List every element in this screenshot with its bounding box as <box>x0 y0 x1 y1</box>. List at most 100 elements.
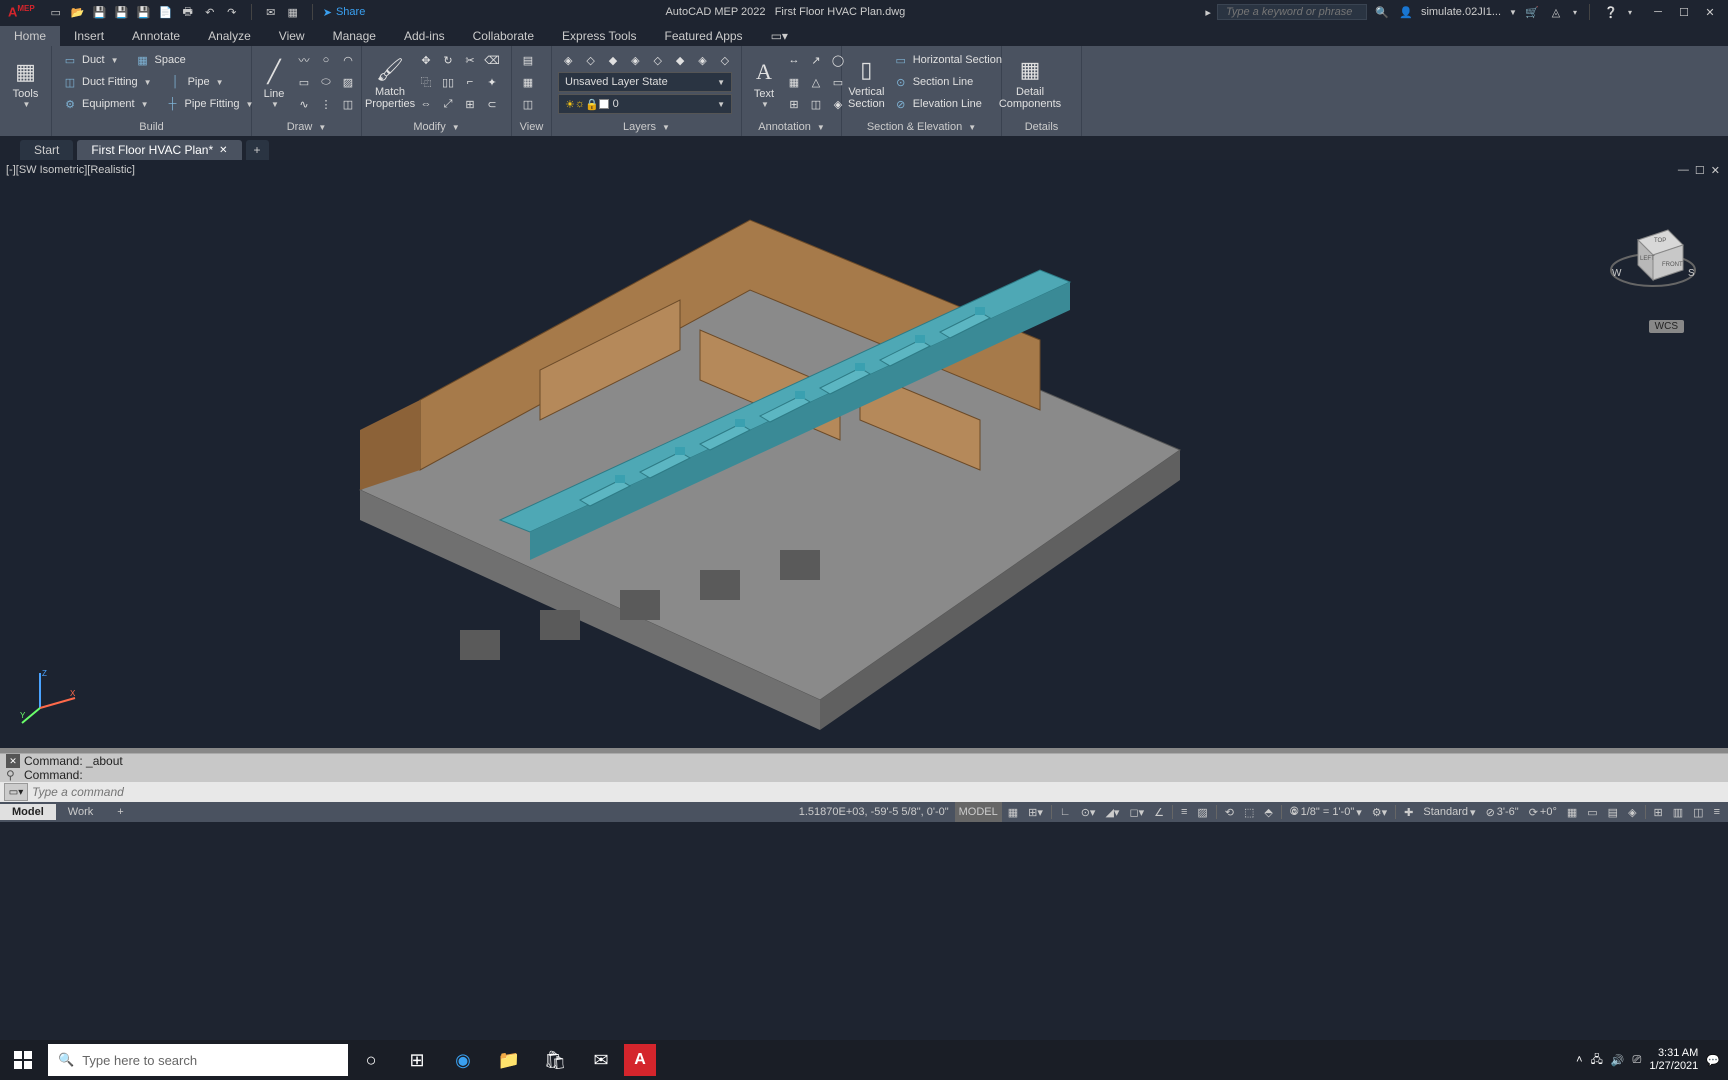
hatch-icon[interactable]: ▨ <box>338 72 358 92</box>
doctab-start[interactable]: Start <box>20 140 73 160</box>
mirror-icon[interactable]: ▯▯ <box>438 72 458 92</box>
tab-extra-icon[interactable]: ▭▾ <box>757 26 802 46</box>
layer-dropdown[interactable]: ☀☼🔒0▼ <box>558 94 732 114</box>
volume-icon[interactable]: 🔊 <box>1611 1054 1625 1067</box>
tray-misc-icon[interactable]: ⎚ <box>1633 1054 1642 1067</box>
app-menu-icon[interactable]: ◬ <box>1547 3 1565 21</box>
tab-annotate[interactable]: Annotate <box>118 26 194 46</box>
redo-icon[interactable]: ↷ <box>223 3 241 21</box>
3dosnap-icon[interactable]: ⬚ <box>1240 802 1258 822</box>
elevation-line-button[interactable]: ⊘Elevation Line <box>889 94 1006 114</box>
layout-tab-work[interactable]: Work <box>56 804 105 820</box>
command-input[interactable] <box>32 785 1724 799</box>
trans-icon[interactable]: ▨ <box>1193 802 1211 822</box>
doctab-new[interactable]: + <box>246 140 269 160</box>
tab-addins[interactable]: Add-ins <box>390 26 459 46</box>
plus-icon[interactable]: ✚ <box>1400 802 1417 822</box>
detail-components-button[interactable]: ▦DetailComponents <box>1008 50 1052 114</box>
open-icon[interactable]: 📂 <box>69 3 87 21</box>
duct-fitting-button[interactable]: ◫Duct Fitting▼ <box>58 72 156 92</box>
osnap-icon[interactable]: ◻▾ <box>1125 802 1148 822</box>
cmd-prompt-icon[interactable]: ▭▾ <box>4 783 28 801</box>
vp-min-icon[interactable]: — <box>1676 164 1691 177</box>
cmd-pin-icon[interactable]: ⚲ <box>6 768 20 782</box>
circle-icon[interactable]: ○ <box>316 50 336 70</box>
layer-ic2[interactable]: ◇ <box>581 50 601 70</box>
pipe-fitting-button[interactable]: ┼Pipe Fitting▼ <box>161 94 258 114</box>
match-properties-button[interactable]: 🖌MatchProperties <box>368 50 412 114</box>
store-icon[interactable]: 🛍 <box>532 1040 578 1080</box>
tools-button[interactable]: ▦Tools▼ <box>6 50 45 114</box>
taskbar-clock[interactable]: 3:31 AM 1/27/2021 <box>1649 1047 1698 1073</box>
vertical-section-button[interactable]: ▯VerticalSection <box>848 50 885 114</box>
cortana-icon[interactable]: ○ <box>348 1040 394 1080</box>
table-icon[interactable]: ▦ <box>784 72 804 92</box>
tray-up-icon[interactable]: ˄ <box>1576 1054 1582 1066</box>
tab-insert[interactable]: Insert <box>60 26 118 46</box>
model-space-button[interactable]: MODEL <box>955 802 1002 822</box>
ellipse-icon[interactable]: ⬭ <box>316 72 336 92</box>
undo-icon[interactable]: ↶ <box>201 3 219 21</box>
polar-icon[interactable]: ⊙▾ <box>1077 802 1100 822</box>
maximize-icon[interactable]: ☐ <box>1672 3 1696 21</box>
edge-icon[interactable]: ◉ <box>440 1040 486 1080</box>
taskbar-search[interactable]: 🔍Type here to search <box>48 1044 348 1076</box>
status-i2[interactable]: ▭ <box>1583 802 1601 822</box>
tab-view[interactable]: View <box>265 26 319 46</box>
vp-close-icon[interactable]: ✕ <box>1709 164 1722 177</box>
cycle-icon[interactable]: ⟲ <box>1221 802 1238 822</box>
layer-ic7[interactable]: ◈ <box>692 50 712 70</box>
viewport-label[interactable]: [-][SW Isometric][Realistic] <box>6 164 135 176</box>
arrow-icon[interactable]: ▸ <box>1205 6 1211 19</box>
tab-featured[interactable]: Featured Apps <box>651 26 757 46</box>
status-i1[interactable]: ▦ <box>1563 802 1581 822</box>
custom-icon[interactable]: ≡ <box>1710 802 1724 822</box>
status-i5[interactable]: ⊞ <box>1650 802 1667 822</box>
sched-icon[interactable]: ⊞ <box>784 94 804 114</box>
dim-icon[interactable]: ↔ <box>784 50 804 70</box>
new-icon[interactable]: ▭ <box>47 3 65 21</box>
move-icon[interactable]: ✥ <box>416 50 436 70</box>
arc-icon[interactable]: ◠ <box>338 50 358 70</box>
share-button[interactable]: ➤Share <box>323 6 366 19</box>
tab-analyze[interactable]: Analyze <box>194 26 265 46</box>
mail-app-icon[interactable]: ✉ <box>578 1040 624 1080</box>
saveas-icon[interactable]: 💾 <box>113 3 131 21</box>
ortho-icon[interactable]: ∟ <box>1056 802 1075 822</box>
layer-ic3[interactable]: ◆ <box>603 50 623 70</box>
stretch-icon[interactable]: ⇔ <box>416 94 436 114</box>
text-button[interactable]: AText▼ <box>748 50 780 114</box>
rotation[interactable]: ⟳ +0° <box>1525 802 1561 822</box>
notifications-icon[interactable]: 💬 <box>1706 1054 1720 1067</box>
erase-icon[interactable]: ⌫ <box>482 50 502 70</box>
viewcube[interactable]: TOP FRONT LEFT W S <box>1608 210 1698 310</box>
view-icon-3[interactable]: ◫ <box>518 94 538 114</box>
layer-ic4[interactable]: ◈ <box>625 50 645 70</box>
cart-icon[interactable]: 🛒 <box>1523 3 1541 21</box>
fillet-icon[interactable]: ⌐ <box>460 72 480 92</box>
duct-button[interactable]: ▭Duct▼ <box>58 50 123 70</box>
vp-max-icon[interactable]: ☐ <box>1693 164 1707 177</box>
grid-icon[interactable]: ▦ <box>1004 802 1022 822</box>
trim-icon[interactable]: ✂ <box>460 50 480 70</box>
lwt-icon[interactable]: ≡ <box>1177 802 1191 822</box>
explode-icon[interactable]: ✦ <box>482 72 502 92</box>
layer-state-dropdown[interactable]: Unsaved Layer State▼ <box>558 72 732 92</box>
dyn-ucs-icon[interactable]: ⬘ <box>1260 802 1276 822</box>
tab-express[interactable]: Express Tools <box>548 26 650 46</box>
hsection-button[interactable]: ▭Horizontal Section <box>889 50 1006 70</box>
otrack-icon[interactable]: ∠ <box>1150 802 1168 822</box>
explorer-icon[interactable]: 📁 <box>486 1040 532 1080</box>
array-icon[interactable]: ⊞ <box>460 94 480 114</box>
space-button[interactable]: ▦Space <box>131 50 190 70</box>
save-icon[interactable]: 💾 <box>91 3 109 21</box>
saveall-icon[interactable]: 💾 <box>135 3 153 21</box>
status-i3[interactable]: ▤ <box>1604 802 1622 822</box>
view-icon-1[interactable]: ▤ <box>518 50 538 70</box>
line-button[interactable]: ╱Line▼ <box>258 50 290 114</box>
layout-tab-model[interactable]: Model <box>0 804 56 820</box>
taskview-icon[interactable]: ⊞ <box>394 1040 440 1080</box>
status-i4[interactable]: ◈ <box>1624 802 1640 822</box>
pipe-button[interactable]: │Pipe▼ <box>164 72 228 92</box>
offset-icon[interactable]: ⊂ <box>482 94 502 114</box>
